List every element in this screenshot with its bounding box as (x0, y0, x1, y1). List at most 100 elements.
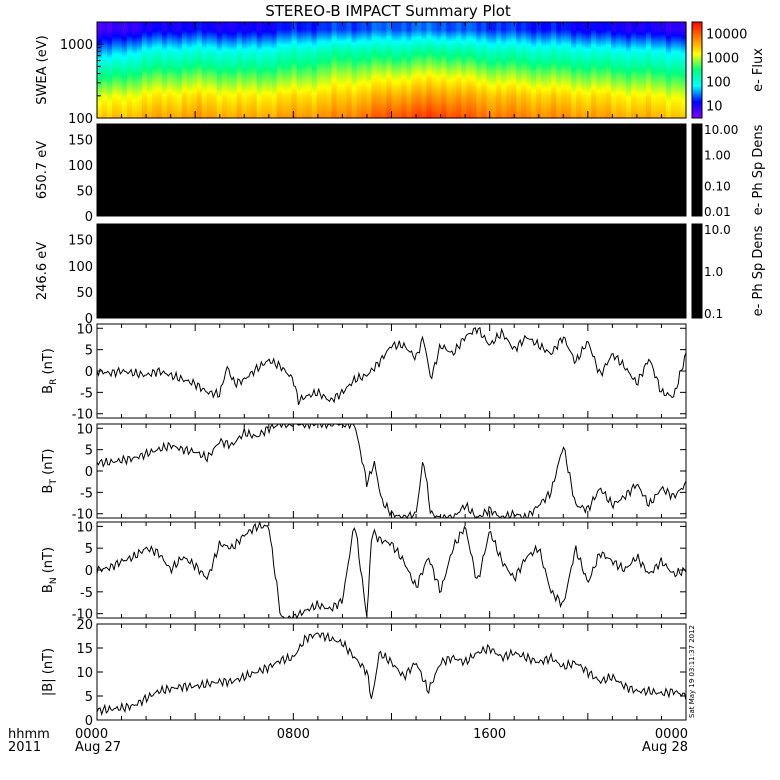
spectrogram-cell (441, 84, 448, 87)
spectrogram-cell (486, 42, 492, 45)
spectrogram-cell (191, 70, 198, 73)
spectrogram-cell (321, 114, 328, 117)
spectrogram-cell (181, 90, 188, 93)
spectrogram-cell (591, 112, 597, 115)
spectrogram-cell (156, 36, 163, 39)
spectrogram-cell (496, 94, 502, 97)
spectrogram-cell (456, 74, 462, 77)
spectrogram-cell (581, 112, 587, 115)
spectrogram-cell (521, 96, 527, 99)
spectrogram-cell (601, 88, 607, 91)
spectrogram-cell (211, 90, 218, 93)
spectrogram-cell (246, 68, 253, 71)
spectrogram-cell (376, 34, 383, 37)
spectrogram-cell (591, 78, 597, 81)
spectrogram-cell (401, 36, 408, 39)
spectrogram-cell (376, 110, 383, 113)
spectrogram-cell (136, 54, 143, 57)
spectrogram-cell (101, 78, 108, 81)
spectrogram-cell (266, 88, 273, 91)
spectrogram-cell (411, 42, 418, 45)
spectrogram-cell (416, 98, 423, 101)
spectrogram-cell (426, 112, 433, 115)
spectrogram-cell (256, 36, 263, 39)
spectrogram-cell (471, 112, 477, 115)
spectrogram-cell (156, 64, 163, 67)
spectrogram-cell (596, 58, 602, 61)
spectrogram-cell (561, 114, 567, 117)
spectrogram-cell (451, 48, 457, 51)
spectrogram-cell (271, 86, 278, 89)
spectrogram-cell (346, 44, 353, 47)
spectrogram-cell (531, 84, 537, 87)
spectrogram-cell (136, 102, 143, 105)
spectrogram-cell (261, 106, 268, 109)
spectrogram-cell (591, 22, 597, 25)
spectrogram-cell (291, 106, 298, 109)
spectrogram-cell (606, 30, 612, 33)
spectrogram-cell (356, 28, 363, 31)
spectrogram-cell (506, 52, 512, 55)
spectrogram-cell (276, 38, 283, 41)
spectrogram-cell (386, 54, 393, 57)
spectrogram-cell (131, 54, 138, 57)
spectrogram-cell (371, 88, 378, 91)
spectrogram-cell (596, 108, 602, 111)
spectrogram-cell (286, 72, 293, 75)
spectrogram-cell (601, 104, 607, 107)
spectrogram-cell (516, 40, 522, 43)
spectrogram-cell (391, 88, 398, 91)
spectrogram-cell (496, 58, 502, 61)
spectrogram-cell (596, 24, 602, 27)
spectrogram-cell (426, 110, 433, 113)
spectrogram-cell (431, 64, 438, 67)
spectrogram-cell (516, 80, 522, 83)
spectrogram-cell (596, 84, 602, 87)
spectrogram-cell (446, 46, 452, 49)
spectrogram-cell (436, 106, 443, 109)
spectrogram-cell (541, 22, 547, 25)
spectrogram-cell (106, 34, 113, 37)
spectrogram-cell (606, 114, 612, 117)
spectrogram-cell (611, 42, 617, 45)
spectrogram-cell (201, 88, 208, 91)
spectrogram-cell (426, 72, 433, 75)
spectrogram-cell (236, 92, 243, 95)
spectrogram-cell (581, 48, 587, 51)
spectrogram-cell (226, 116, 233, 119)
spectrogram-cell (516, 98, 522, 101)
spectrogram-cell (261, 40, 268, 43)
spectrogram-cell (506, 110, 512, 113)
spectrogram-cell (246, 106, 253, 109)
spectrogram-cell (301, 44, 308, 47)
spectrogram-cell (236, 34, 243, 37)
spectrogram-cell (321, 110, 328, 113)
spectrogram-cell (216, 62, 223, 65)
spectrogram-cell (456, 32, 462, 35)
spectrogram-cell (321, 82, 328, 85)
spectrogram-cell (591, 86, 597, 89)
spectrogram-cell (136, 66, 143, 69)
spectrogram-cell (151, 108, 158, 111)
spectrogram-cell (286, 22, 293, 25)
spectrogram-cell (101, 34, 108, 37)
spectrogram-cell (351, 66, 358, 69)
spectrogram-cell (146, 32, 153, 35)
spectrogram-cell (481, 46, 487, 49)
spectrogram-cell (481, 52, 487, 55)
spectrogram-cell (606, 88, 612, 91)
spectrogram-cell (201, 108, 208, 111)
spectrogram-cell (446, 86, 452, 89)
spectrogram-cell (276, 26, 283, 29)
spectrogram-cell (131, 40, 138, 43)
spectrogram-cell (121, 86, 128, 89)
spectrogram-cell (591, 34, 597, 37)
spectrogram-cell (161, 56, 168, 59)
spectrogram-cell (261, 56, 268, 59)
spectrogram-cell (281, 86, 288, 89)
spectrogram-cell (396, 62, 403, 65)
spectrogram-cell (97, 106, 103, 109)
spectrogram-cell (276, 84, 283, 87)
spectrogram-cell (381, 60, 388, 63)
spectrogram-cell (361, 50, 368, 53)
